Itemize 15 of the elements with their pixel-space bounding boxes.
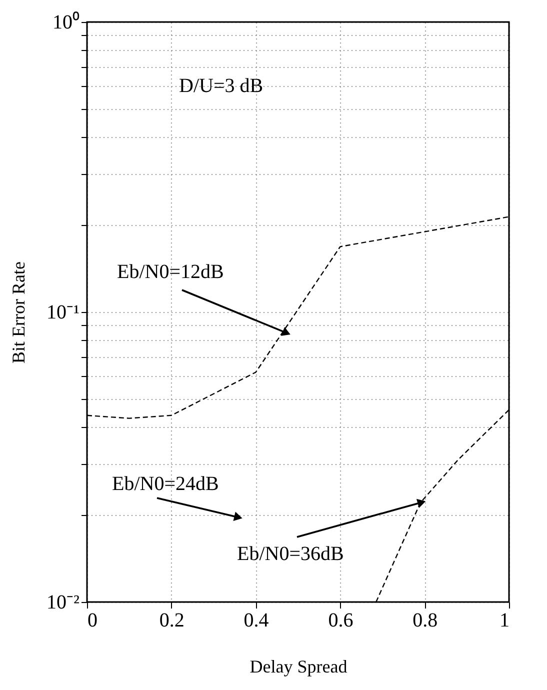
x-tick-label: 0.2	[159, 610, 184, 632]
x-tick-label: 0.4	[244, 610, 269, 632]
x-tick-label: 0.8	[412, 610, 438, 632]
annotation: Eb/N0=24dB	[112, 473, 219, 495]
annotation: Eb/N0=36dB	[237, 543, 344, 565]
x-tick-label: 0.6	[328, 610, 354, 632]
x-tick-label: 1	[500, 610, 510, 632]
annotation: D/U=3 dB	[179, 75, 264, 97]
annotation: Eb/N0=12dB	[117, 261, 224, 283]
x-axis-title: Delay Spread	[250, 656, 348, 676]
x-tick-label: 0	[88, 610, 98, 632]
y-tick-label: 10⁻²	[46, 592, 80, 614]
y-tick-label: 10⁻¹	[46, 302, 80, 324]
y-axis-title: Bit Error Rate	[8, 262, 29, 364]
y-tick-label: 10⁰	[52, 10, 80, 34]
